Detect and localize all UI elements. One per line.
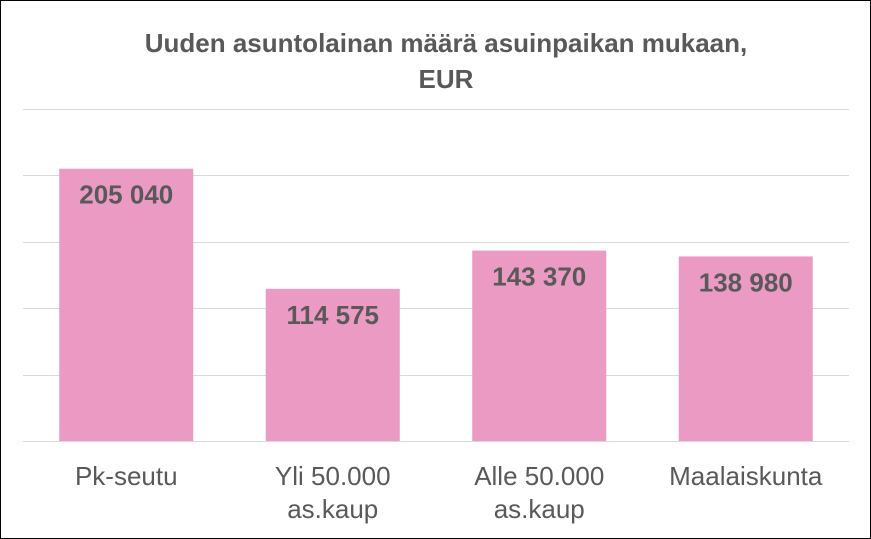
bar-3 xyxy=(472,250,607,441)
bar-4 xyxy=(678,256,813,441)
category-label-3-line-1: Alle 50.000 xyxy=(474,461,604,491)
data-label-1: 205 040 xyxy=(79,180,173,210)
category-label-2-line-1: Yli 50.000 xyxy=(275,461,391,491)
category-label-2-line-2: as.kaup xyxy=(287,494,378,524)
data-label-3: 143 370 xyxy=(492,262,586,292)
chart-title: Uuden asuntolainan määrä asuinpaikan muk… xyxy=(61,25,831,97)
bar-2 xyxy=(265,288,400,441)
category-label-3-line-2: as.kaup xyxy=(494,494,585,524)
category-label-4: Maalaiskunta xyxy=(669,461,823,491)
category-label-1: Pk-seutu xyxy=(75,461,178,491)
bar-1 xyxy=(59,168,194,441)
data-label-4: 138 980 xyxy=(699,267,793,297)
chart-title-line-2: EUR xyxy=(418,64,474,94)
data-label-2: 114 575 xyxy=(286,300,379,330)
chart-title-line-1: Uuden asuntolainan määrä asuinpaikan muk… xyxy=(144,28,748,58)
